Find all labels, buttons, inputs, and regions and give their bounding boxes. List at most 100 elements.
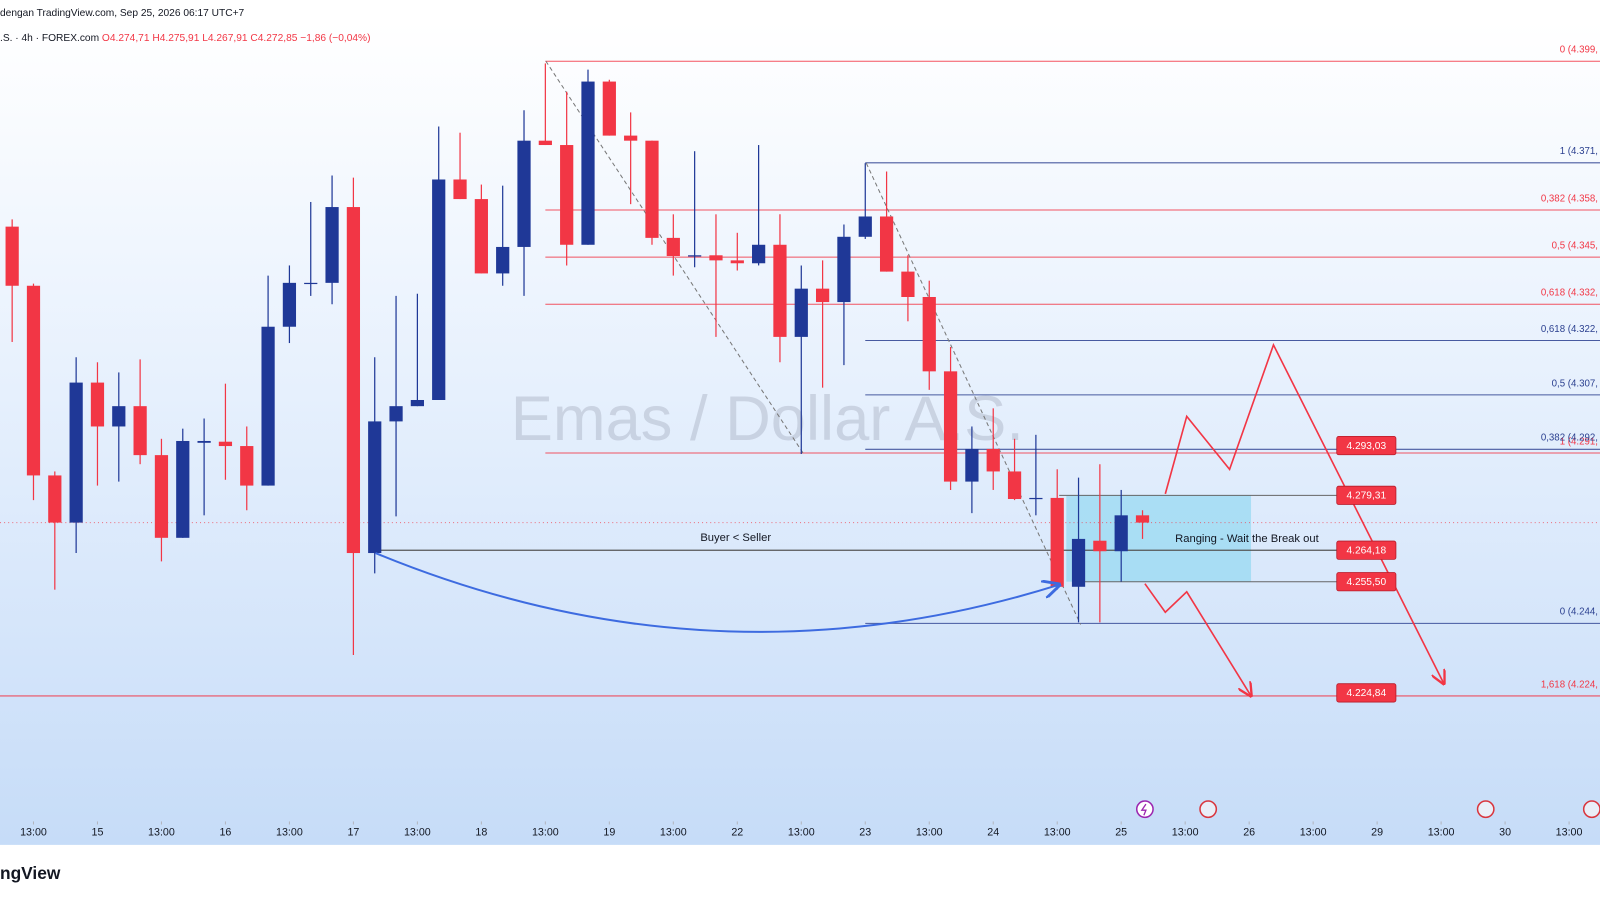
candle-body	[346, 207, 361, 554]
x-tick-label: 13:00	[1556, 826, 1583, 838]
event-icon[interactable]	[1135, 800, 1154, 819]
fib-level-label: 0,618 (4.332,	[1541, 288, 1598, 299]
price-tag-label: 4.255,50	[1346, 577, 1386, 588]
candle-body	[1071, 538, 1086, 587]
candle-body	[1135, 515, 1150, 523]
projection-arrow	[1164, 342, 1444, 684]
curve-arrow	[375, 552, 1060, 633]
candle-body	[986, 448, 1000, 472]
x-tick-label: 29	[1371, 826, 1383, 838]
candle-body	[240, 446, 254, 486]
x-tick-label: 13:00	[20, 826, 47, 838]
candle-body	[1114, 515, 1128, 552]
candle-body	[432, 179, 446, 400]
ranging-box	[1066, 495, 1252, 582]
price-tag-label: 4.224,84	[1346, 688, 1386, 699]
price-tag	[1336, 683, 1397, 703]
drawings-front: Buyer < Seller Ranging - Wait the Break o…	[700, 435, 1397, 703]
ohlc-open: O4.274,71	[102, 32, 150, 43]
x-tick-label: 16	[219, 826, 231, 838]
x-tick-label: 26	[1243, 826, 1255, 838]
x-tick-label: 18	[475, 826, 487, 838]
candle-body	[624, 135, 638, 141]
fib-level-label: 0,382 (4.358,	[1541, 193, 1598, 204]
fib-trend-line	[865, 163, 1082, 625]
x-tick-label: 30	[1499, 826, 1511, 838]
candle-body	[197, 440, 211, 443]
ranging-label: Ranging - Wait the Break out	[1175, 533, 1320, 545]
candle-body	[517, 140, 531, 247]
ohlc-low: L4.267,91	[202, 32, 248, 43]
fib-level-label: 0,5 (4.345,	[1552, 240, 1598, 251]
candle-body	[48, 475, 62, 523]
fib-level-label: 0,382 (4.292,	[1541, 433, 1598, 444]
candle-body	[368, 421, 382, 554]
x-tick-label: 13:00	[916, 826, 943, 838]
price-tag	[1336, 435, 1397, 456]
candle-body	[1029, 497, 1043, 500]
price-tag	[1336, 540, 1397, 560]
event-icon[interactable]	[1582, 800, 1600, 819]
buyer-seller-label: Buyer < Seller	[700, 532, 771, 544]
candle-body	[112, 406, 126, 427]
fib-level-label: 0 (4.244,	[1560, 607, 1598, 618]
candle-body	[773, 244, 787, 337]
price-tag	[1336, 572, 1397, 592]
x-tick-label: 13:00	[788, 826, 815, 838]
candle-body	[496, 246, 510, 274]
candle-body	[69, 382, 83, 523]
price-tag-label: 4.264,18	[1346, 545, 1386, 556]
candle-body	[943, 371, 958, 482]
candle-body	[410, 399, 424, 407]
drawings-back: 0 (4.399, 0,382 (4.358, 0,5 (4.345, 0,618 (…	[0, 45, 1600, 697]
x-tick-label: 22	[731, 826, 743, 838]
fib-level-label: 1 (4.371,	[1560, 146, 1598, 157]
ohlc-change: −1,86 (−0,04%)	[300, 32, 370, 43]
fib-level-label: 0,5 (4.307,	[1552, 378, 1598, 389]
fib-level-label: 0 (4.399,	[1560, 45, 1598, 56]
candle-body	[1093, 540, 1107, 552]
candle-body	[560, 145, 574, 245]
candle-body	[752, 244, 766, 264]
candle-body	[837, 236, 851, 303]
event-icon[interactable]	[1476, 800, 1495, 819]
fib-level-label: 0,618 (4.322,	[1541, 324, 1598, 335]
candle-body	[474, 199, 488, 274]
x-tick-label: 13:00	[404, 826, 431, 838]
x-tick-label: 13:00	[276, 826, 303, 838]
candle-body	[261, 326, 275, 486]
candle-body	[304, 282, 318, 285]
candle-body	[922, 296, 936, 372]
candle-body	[858, 216, 872, 237]
x-tick-label: 13:00	[1428, 826, 1455, 838]
fib-level-label: 1 (4.291,	[1560, 436, 1598, 447]
candle-body	[5, 226, 19, 286]
candle-body	[90, 382, 105, 427]
x-tick-label: 13:00	[1044, 826, 1071, 838]
candle-body	[666, 237, 680, 257]
candles	[5, 63, 1150, 655]
price-tag-label: 4.293,03	[1346, 441, 1386, 452]
x-tick-label: 13:00	[1172, 826, 1199, 838]
event-icon[interactable]	[1199, 800, 1218, 819]
x-tick-label: 13:00	[148, 826, 175, 838]
ohlc-close: C4.272,85	[250, 32, 297, 43]
candle-body	[453, 179, 467, 200]
x-tick-label: 23	[859, 826, 871, 838]
candle-body	[1050, 497, 1064, 587]
header-line: dengan TradingView.com, Sep 25, 2026 06:…	[0, 8, 245, 19]
event-icons	[1135, 800, 1600, 819]
x-tick-label: 25	[1115, 826, 1127, 838]
candle-body	[581, 81, 595, 245]
candle-body	[26, 285, 41, 476]
candle-body	[730, 260, 744, 264]
candle-body	[1007, 471, 1022, 500]
x-tick-label: 24	[987, 826, 999, 838]
symbol-legend: .S. · 4h · FOREX.com O4.274,71 H4.275,91…	[0, 32, 370, 43]
x-tick-label: 13:00	[532, 826, 559, 838]
candle-body	[538, 140, 552, 146]
candle-body	[815, 288, 830, 303]
candle-body	[282, 282, 297, 327]
